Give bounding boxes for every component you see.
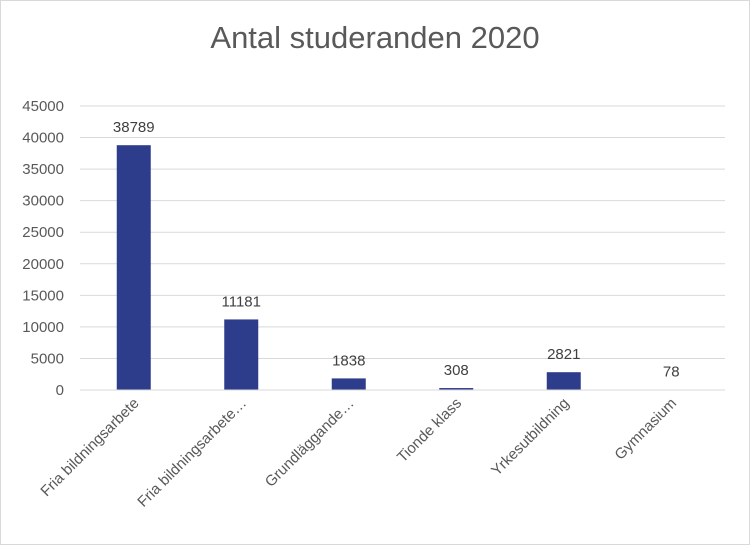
bar (116, 145, 151, 390)
x-tick-label: Grundläggande… (262, 395, 358, 491)
x-tick-label: Fria bildningsarbete (37, 395, 142, 500)
data-label: 308 (444, 362, 469, 379)
y-tick-label: 40000 (22, 130, 64, 147)
y-tick-label: 30000 (22, 193, 64, 210)
y-tick-label: 5000 (31, 350, 64, 367)
bar (439, 388, 474, 390)
x-tick-label: Gymnasium (611, 395, 680, 464)
data-labels: 38789 11181 1838 308 2821 78 (113, 119, 680, 380)
chart-title: Antal studeranden 2020 (210, 20, 540, 55)
data-label: 2821 (547, 346, 580, 363)
data-label: 11181 (222, 293, 262, 310)
y-tick-label: 45000 (22, 98, 64, 115)
bar (546, 372, 581, 390)
y-tick-label: 15000 (22, 287, 64, 304)
x-tick-label: Fria bildningsarbete… (134, 395, 250, 511)
bar (331, 378, 366, 390)
x-tick-label: Tionde klass (394, 395, 465, 466)
y-tick-label: 35000 (22, 161, 64, 178)
gridlines (80, 105, 725, 391)
y-tick-label: 25000 (22, 224, 64, 241)
data-label: 78 (663, 364, 680, 381)
y-tick-label: 0 (56, 382, 64, 399)
bars (116, 145, 689, 391)
data-label: 38789 (113, 119, 155, 136)
y-tick-label: 10000 (22, 319, 64, 336)
bar (224, 319, 259, 390)
x-tick-label: Yrkesutbildning (488, 395, 573, 480)
data-label: 1838 (332, 352, 365, 369)
y-axis: 0 5000 10000 15000 20000 25000 30000 35000 40000… (22, 98, 64, 399)
y-tick-label: 20000 (22, 256, 64, 273)
